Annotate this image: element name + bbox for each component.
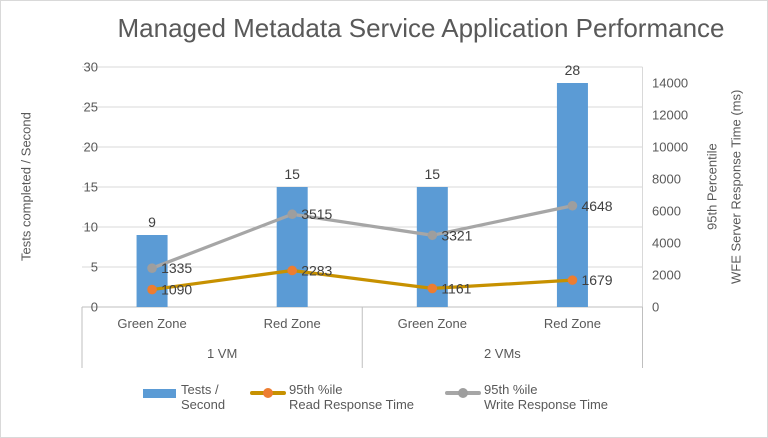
primary-axis-tick-label: 0 bbox=[91, 300, 98, 315]
line-data-label: 3321 bbox=[441, 227, 472, 243]
line-data-label: 1090 bbox=[161, 282, 192, 298]
data-point-marker bbox=[567, 275, 578, 285]
category-label: Red Zone bbox=[264, 316, 321, 331]
bar-data-label: 9 bbox=[148, 214, 156, 230]
secondary-axis-title-line2: WFE Server Response Time (ms) bbox=[728, 89, 744, 285]
category-label: Green Zone bbox=[117, 316, 186, 331]
legend-item-tests-per-second: Tests / Second bbox=[181, 382, 225, 412]
primary-axis-tick-label: 30 bbox=[84, 60, 98, 75]
legend-swatch-bar bbox=[143, 389, 176, 398]
line-data-label: 4648 bbox=[581, 198, 612, 214]
legend-item-read-response: 95th %ile Read Response Time bbox=[289, 382, 414, 412]
legend-label: 95th %ile bbox=[289, 382, 343, 397]
line-data-label: 3515 bbox=[301, 206, 332, 222]
data-point-marker bbox=[287, 209, 297, 220]
chart-title: Managed Metadata Service Application Per… bbox=[117, 13, 725, 43]
bar bbox=[276, 187, 308, 307]
primary-axis-tick-label: 15 bbox=[84, 180, 98, 195]
bar-data-label: 28 bbox=[565, 62, 581, 78]
data-point-marker bbox=[427, 230, 438, 241]
line-data-label: 1679 bbox=[581, 272, 612, 288]
bar-data-label: 15 bbox=[284, 166, 300, 182]
legend-label: Tests / bbox=[181, 382, 219, 397]
category-label: Red Zone bbox=[544, 316, 601, 331]
secondary-axis-tick-label: 12000 bbox=[652, 108, 688, 123]
primary-axis-tick-label: 10 bbox=[84, 220, 98, 235]
bar-data-label: 15 bbox=[425, 166, 441, 182]
data-point-marker bbox=[567, 200, 578, 211]
legend-label: Write Response Time bbox=[484, 397, 609, 412]
secondary-axis-tick-label: 2000 bbox=[652, 268, 681, 283]
data-point-marker bbox=[147, 284, 157, 295]
secondary-axis-tick-label: 6000 bbox=[652, 204, 681, 219]
line-series bbox=[150, 268, 575, 292]
secondary-axis-tick-label: 14000 bbox=[652, 76, 688, 91]
secondary-axis-tick-label: 8000 bbox=[652, 172, 681, 187]
legend-label: 95th %ile bbox=[484, 382, 538, 397]
secondary-axis-tick-label: 0 bbox=[652, 300, 659, 315]
legend-label: Read Response Time bbox=[289, 397, 415, 412]
legend-marker-read-icon bbox=[263, 388, 273, 398]
line-data-label: 1161 bbox=[441, 280, 471, 296]
data-point-marker bbox=[147, 263, 157, 274]
category-label: Green Zone bbox=[398, 316, 467, 331]
line-data-label: 2283 bbox=[301, 262, 332, 278]
secondary-axis-tick-label: 10000 bbox=[652, 140, 688, 155]
bar bbox=[556, 83, 588, 307]
primary-axis-tick-label: 5 bbox=[91, 260, 98, 275]
line-series bbox=[150, 204, 575, 270]
legend-marker-write-icon bbox=[458, 388, 468, 398]
secondary-axis-tick-label: 4000 bbox=[652, 236, 681, 251]
legend-item-write-response: 95th %ile Write Response Time bbox=[484, 382, 608, 412]
primary-axis-title: Tests completed / Second bbox=[18, 112, 34, 262]
data-point-marker bbox=[287, 265, 297, 276]
legend-label: Second bbox=[181, 397, 226, 412]
category-group-label: 2 VMs bbox=[484, 346, 521, 361]
primary-axis-tick-label: 25 bbox=[84, 100, 98, 115]
primary-axis-tick-label: 20 bbox=[84, 140, 98, 155]
secondary-axis-title-line1: 95th Percentile bbox=[704, 143, 720, 231]
category-group-label: 1 VM bbox=[207, 346, 237, 361]
line-data-label: 1335 bbox=[161, 260, 192, 276]
data-point-marker bbox=[427, 283, 438, 294]
